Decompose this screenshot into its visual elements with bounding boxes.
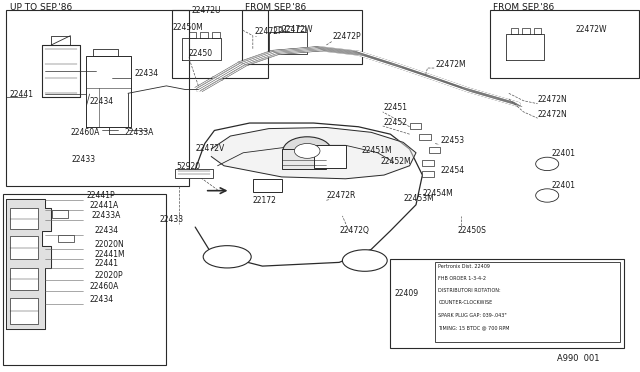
- Ellipse shape: [342, 250, 387, 271]
- Text: 22450S: 22450S: [458, 225, 486, 234]
- Bar: [58, 234, 74, 242]
- Bar: [419, 134, 431, 140]
- Text: 22450M: 22450M: [173, 23, 204, 32]
- Text: 22452M: 22452M: [381, 157, 412, 166]
- Text: 22472Q: 22472Q: [339, 226, 369, 235]
- Text: 22451: 22451: [384, 103, 408, 112]
- Bar: [282, 149, 326, 170]
- Bar: [390, 259, 624, 348]
- Text: 22020P: 22020P: [95, 271, 124, 280]
- Text: 52920: 52920: [176, 162, 200, 171]
- Ellipse shape: [204, 246, 251, 268]
- Text: 22020N: 22020N: [95, 240, 124, 249]
- Text: 22472P: 22472P: [333, 32, 362, 41]
- Text: UP TO SEP.'86: UP TO SEP.'86: [10, 3, 72, 12]
- Bar: [175, 169, 213, 178]
- Polygon shape: [195, 123, 422, 266]
- Text: SPARK PLUG GAP: 039-.043": SPARK PLUG GAP: 039-.043": [438, 313, 507, 318]
- Circle shape: [283, 137, 332, 165]
- Bar: [253, 179, 282, 192]
- Text: 22441: 22441: [95, 259, 119, 268]
- Bar: [422, 160, 434, 166]
- Text: 22433A: 22433A: [92, 211, 121, 220]
- Text: FROM SEP.'86: FROM SEP.'86: [245, 3, 307, 12]
- Text: 22453: 22453: [440, 136, 465, 145]
- Text: 22472M: 22472M: [435, 60, 466, 69]
- Text: Pertronix Dist. 22409: Pertronix Dist. 22409: [438, 264, 490, 269]
- Text: FHB OROER 1-3-4-2: FHB OROER 1-3-4-2: [438, 276, 486, 281]
- Text: FROM SEP.'86: FROM SEP.'86: [493, 3, 554, 12]
- Text: 22441: 22441: [10, 90, 34, 99]
- Text: 22450: 22450: [189, 49, 213, 58]
- Text: 22472W: 22472W: [576, 25, 607, 34]
- Text: 22453M: 22453M: [403, 194, 434, 203]
- Text: A990  001: A990 001: [557, 354, 599, 363]
- Text: TIMING: 15 BTDC @ 700 RPM: TIMING: 15 BTDC @ 700 RPM: [438, 325, 510, 330]
- Bar: [490, 10, 639, 78]
- Bar: [410, 123, 421, 129]
- Text: 22434: 22434: [90, 97, 114, 106]
- Text: 22454M: 22454M: [422, 189, 453, 199]
- Text: 22460A: 22460A: [90, 282, 119, 291]
- Text: COUNTER-CLOCKWISE: COUNTER-CLOCKWISE: [438, 301, 493, 305]
- Text: 22472P: 22472P: [255, 27, 284, 36]
- Text: 22472N: 22472N: [538, 96, 567, 105]
- Text: 22401: 22401: [552, 181, 576, 190]
- Text: 22472V: 22472V: [195, 144, 225, 153]
- Text: 22441A: 22441A: [90, 201, 119, 210]
- Text: 22409: 22409: [395, 289, 419, 298]
- Circle shape: [536, 157, 559, 171]
- Text: 22454: 22454: [440, 166, 465, 175]
- Bar: [422, 171, 434, 177]
- Polygon shape: [6, 199, 51, 329]
- Text: 22434: 22434: [134, 70, 159, 78]
- Text: 22434: 22434: [90, 295, 114, 304]
- Bar: [10, 236, 38, 259]
- Bar: [3, 194, 166, 365]
- Text: 22472R: 22472R: [326, 191, 356, 201]
- Text: 22441M: 22441M: [95, 250, 125, 259]
- Bar: [314, 145, 346, 168]
- Bar: [10, 298, 38, 324]
- Bar: [6, 10, 189, 186]
- Text: 22433: 22433: [160, 215, 184, 224]
- Circle shape: [294, 144, 320, 158]
- Bar: [429, 147, 440, 153]
- Text: 22451M: 22451M: [362, 145, 392, 155]
- Bar: [52, 210, 68, 218]
- Bar: [172, 10, 268, 78]
- Text: 22441P: 22441P: [86, 191, 115, 201]
- Text: 22452: 22452: [384, 118, 408, 127]
- Text: 22460A: 22460A: [70, 128, 100, 137]
- Text: 22172: 22172: [253, 196, 276, 205]
- Bar: [435, 262, 620, 342]
- Text: 22433A: 22433A: [125, 128, 154, 137]
- Text: 22434: 22434: [95, 226, 119, 235]
- Text: 22401: 22401: [552, 149, 576, 158]
- Bar: [10, 268, 38, 290]
- Bar: [242, 10, 362, 64]
- Text: 22472W: 22472W: [282, 25, 313, 34]
- Text: 22472N: 22472N: [538, 110, 567, 119]
- Text: DISTRIBUTORI ROTATION:: DISTRIBUTORI ROTATION:: [438, 288, 501, 293]
- Text: 22472U: 22472U: [192, 6, 221, 15]
- Bar: [10, 208, 38, 229]
- Text: 22433: 22433: [71, 155, 95, 164]
- Circle shape: [536, 189, 559, 202]
- Polygon shape: [211, 128, 416, 179]
